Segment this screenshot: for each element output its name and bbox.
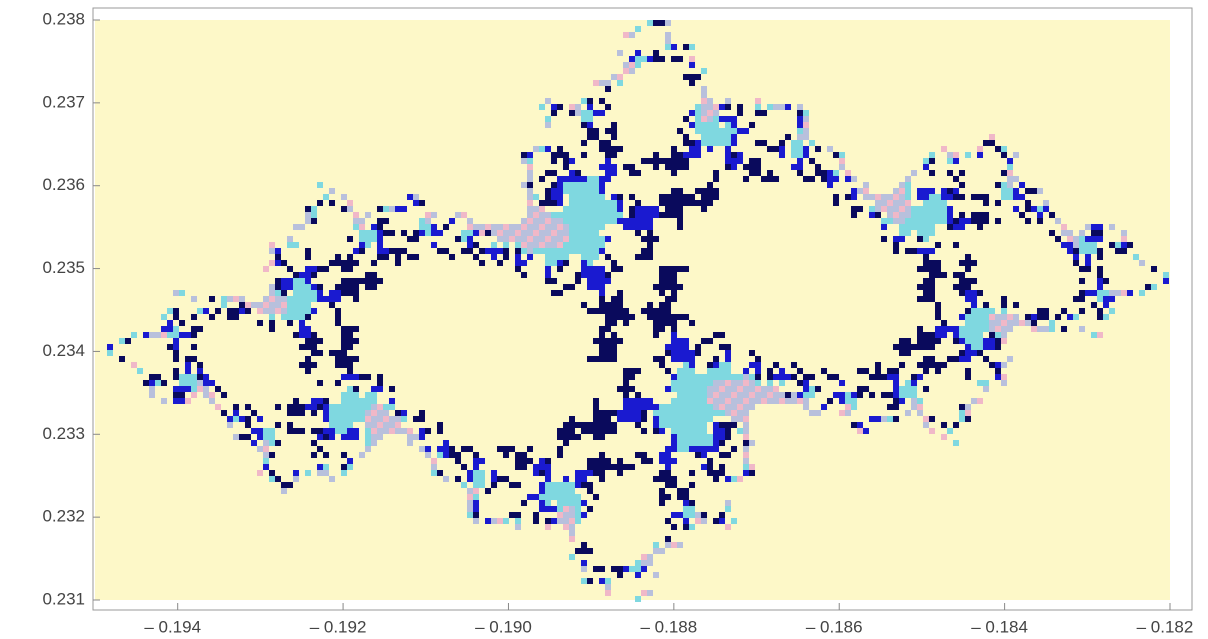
y-tick-label: 0.231 (42, 589, 85, 608)
x-tick-label: – 0.188 (640, 617, 697, 636)
background (95, 20, 1170, 600)
y-tick-label: 0.236 (42, 175, 85, 194)
y-tick-label: 0.233 (42, 424, 85, 443)
density-image (95, 20, 1170, 602)
x-tick-label: – 0.186 (806, 617, 863, 636)
y-tick-label: 0.238 (42, 9, 85, 28)
x-tick-label: – 0.190 (475, 617, 532, 636)
x-tick-label: – 0.184 (971, 617, 1028, 636)
x-tick-label: – 0.182 (1137, 617, 1194, 636)
x-tick-label: – 0.194 (144, 617, 201, 636)
x-tick-label: – 0.192 (310, 617, 367, 636)
page: – 0.194 – 0.192 – 0.190 – 0.188 – 0.186 – 0.1… (0, 0, 1208, 639)
chart: – 0.194 – 0.192 – 0.190 – 0.188 – 0.186 – 0.1… (0, 0, 1208, 639)
y-tick-label: 0.237 (42, 92, 85, 111)
y-tick-label: 0.234 (42, 341, 85, 360)
y-tick-label: 0.235 (42, 258, 85, 277)
y-tick-label: 0.232 (42, 507, 85, 526)
